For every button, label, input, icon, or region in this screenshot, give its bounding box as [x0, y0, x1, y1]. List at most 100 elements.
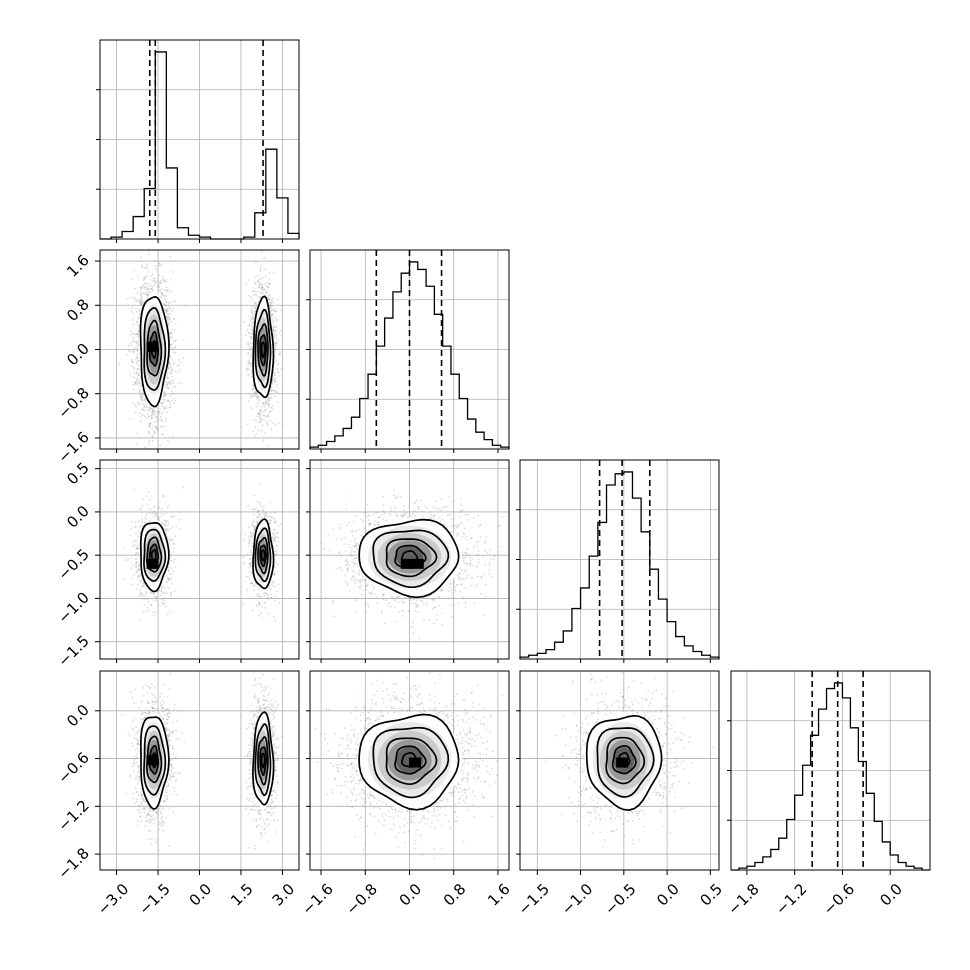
sample-point	[151, 287, 154, 290]
sample-point	[166, 575, 169, 577]
sample-point	[247, 374, 250, 376]
sample-point	[138, 309, 141, 312]
sample-point	[138, 526, 141, 529]
sample-point	[257, 412, 259, 414]
sample-point	[179, 528, 181, 531]
sample-point	[134, 532, 137, 535]
sample-point	[247, 352, 249, 355]
sample-point	[162, 495, 165, 498]
sample-point	[267, 286, 270, 289]
sample-point	[165, 311, 168, 314]
sample-point	[172, 318, 175, 321]
sample-point	[166, 387, 169, 390]
sample-point	[262, 277, 264, 279]
sample-point	[152, 285, 155, 287]
sample-point	[160, 282, 163, 285]
sample-point	[138, 393, 141, 396]
sample-point	[140, 593, 143, 595]
sample-point	[170, 372, 173, 374]
sample-point	[141, 287, 144, 289]
sample-point	[177, 371, 179, 373]
sample-point	[139, 286, 142, 289]
sample-point	[133, 269, 136, 272]
sample-point	[172, 347, 174, 350]
sample-point	[147, 288, 150, 291]
sample-point	[148, 507, 151, 510]
sample-point	[254, 282, 256, 284]
sample-point	[164, 406, 166, 408]
sample-point	[165, 309, 168, 312]
sample-point	[267, 412, 270, 415]
marginal-histogram-1	[306, 249, 510, 450]
sample-point	[268, 399, 271, 402]
sample-point	[128, 349, 131, 352]
sample-point	[263, 289, 265, 291]
sample-point	[156, 590, 159, 593]
sample-point	[279, 437, 282, 440]
sample-point	[165, 279, 168, 281]
sample-point	[151, 611, 154, 613]
sample-point	[151, 592, 154, 594]
sample-point	[143, 584, 145, 587]
sample-point	[168, 318, 171, 320]
sample-point	[167, 309, 170, 312]
sample-point	[174, 370, 177, 373]
sample-point	[278, 332, 281, 335]
sample-point	[138, 313, 141, 316]
contour-line	[260, 341, 266, 359]
sample-point	[139, 302, 142, 305]
sample-point	[133, 298, 136, 301]
sample-point	[149, 432, 151, 435]
sample-point	[132, 340, 135, 342]
sample-point	[160, 246, 162, 248]
sample-point	[257, 449, 259, 451]
sample-point	[146, 413, 149, 415]
sample-point	[165, 289, 168, 292]
sample-point	[274, 345, 277, 347]
sample-point	[155, 427, 158, 429]
sample-point	[163, 425, 166, 428]
sample-point	[127, 557, 130, 560]
sample-point	[258, 399, 261, 402]
sample-point	[164, 394, 167, 397]
sample-point	[267, 415, 270, 417]
sample-point	[140, 296, 143, 298]
contour-line	[148, 330, 159, 367]
sample-point	[254, 290, 256, 293]
sample-point	[131, 277, 134, 280]
sample-point	[164, 300, 167, 302]
sample-point	[248, 362, 251, 364]
sample-point	[263, 406, 266, 409]
sample-point	[174, 397, 176, 400]
sample-point	[251, 316, 254, 319]
sample-point	[159, 291, 162, 294]
joint-density	[118, 246, 284, 451]
sample-point	[172, 386, 175, 388]
sample-point	[141, 511, 144, 514]
contour-line	[150, 340, 157, 359]
sample-point	[152, 430, 155, 432]
sample-point	[252, 307, 255, 309]
sample-point	[168, 587, 170, 589]
sample-point	[167, 568, 170, 571]
sample-point	[142, 498, 144, 501]
sample-point	[262, 402, 264, 405]
sample-point	[136, 356, 139, 359]
sample-point	[144, 399, 147, 401]
sample-point	[258, 411, 261, 414]
sample-point	[167, 289, 170, 292]
sample-point	[140, 415, 143, 417]
sample-point	[263, 404, 265, 406]
sample-point	[247, 332, 250, 334]
sample-point	[136, 571, 139, 574]
sample-point	[160, 590, 163, 593]
sample-point	[168, 316, 171, 319]
sample-point	[266, 292, 268, 294]
sample-point	[167, 528, 170, 531]
sample-point	[161, 402, 164, 405]
sample-point	[164, 393, 166, 396]
sample-point	[259, 269, 262, 272]
sample-point	[252, 387, 255, 390]
sample-point	[273, 271, 276, 274]
sample-point	[160, 288, 163, 290]
